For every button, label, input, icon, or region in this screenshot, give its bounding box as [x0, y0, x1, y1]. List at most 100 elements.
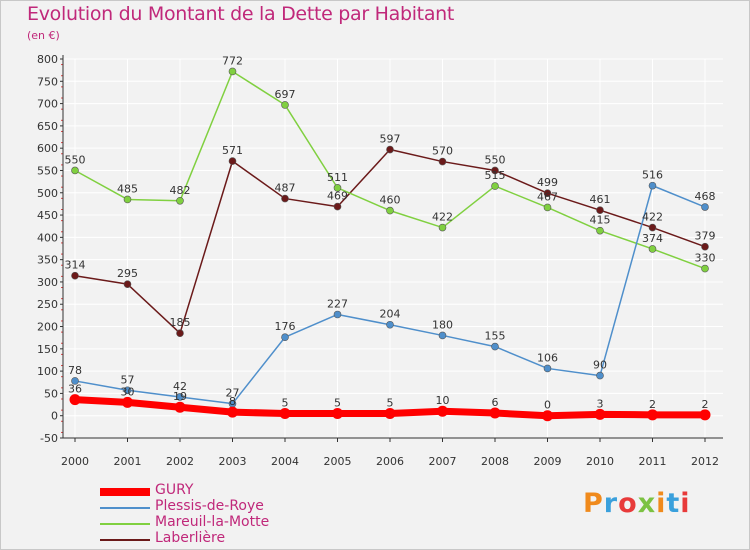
series-gury	[69, 394, 711, 422]
data-point	[227, 406, 238, 418]
data-label: 597	[380, 133, 401, 146]
y-tick-label: 800	[37, 53, 58, 66]
series-mareuil-la-motte	[71, 67, 709, 273]
data-label: 379	[695, 230, 716, 243]
data-label: 467	[537, 190, 558, 203]
data-label: 374	[642, 232, 663, 245]
y-tick-label: 250	[37, 298, 58, 311]
data-label: 468	[695, 190, 716, 203]
y-tick-label: 500	[37, 187, 58, 200]
legend-label: Mareuil-la-Motte	[155, 514, 270, 530]
data-label: 550	[485, 153, 506, 166]
data-label: 19	[173, 390, 187, 403]
x-tick-label: 2009	[534, 455, 562, 468]
data-label: 511	[327, 171, 348, 184]
data-label: 180	[432, 318, 453, 331]
data-label: 469	[327, 190, 348, 203]
series-laberli-re	[71, 145, 709, 338]
data-point	[281, 333, 289, 342]
data-label: 499	[537, 176, 558, 189]
data-point	[701, 264, 709, 273]
x-tick-label: 2006	[376, 455, 404, 468]
data-point	[491, 182, 499, 190]
x-tick-label: 2010	[586, 455, 614, 468]
data-label: 330	[695, 252, 716, 265]
data-point	[123, 195, 132, 204]
axis-layer: -500501001502002503003504004505005506006…	[37, 53, 723, 468]
series-plessis-de-roye	[71, 181, 709, 408]
x-tick-label: 2011	[639, 455, 667, 468]
data-point	[596, 226, 604, 235]
data-label: 571	[222, 144, 243, 157]
x-tick-label: 2012	[691, 455, 719, 468]
data-label: 485	[117, 182, 138, 195]
data-point	[71, 271, 79, 280]
y-tick-label: 400	[37, 231, 58, 244]
data-label: 772	[222, 54, 243, 67]
data-label: 515	[485, 169, 506, 182]
data-point	[122, 396, 133, 408]
data-label: 106	[537, 351, 558, 364]
data-point	[386, 145, 394, 154]
chart-title: Evolution du Montant de la Dette par Hab…	[27, 3, 455, 25]
data-point	[333, 202, 342, 211]
grid-layer	[63, 58, 723, 439]
data-point	[279, 407, 291, 419]
series-layer	[69, 67, 711, 422]
data-point	[491, 342, 499, 351]
data-point	[543, 364, 552, 373]
x-tick-label: 2001	[114, 455, 142, 468]
data-label: 550	[65, 153, 86, 166]
x-tick-label: 2002	[166, 455, 194, 468]
data-point	[123, 280, 132, 288]
data-label: 2	[649, 398, 656, 411]
data-label: 30	[121, 385, 135, 398]
data-label: 570	[432, 145, 453, 158]
data-label: 422	[642, 211, 663, 224]
x-tick-label: 2007	[429, 455, 457, 468]
data-point	[386, 320, 394, 329]
data-point	[596, 371, 604, 380]
data-point	[489, 407, 501, 419]
y-tick-label: 700	[37, 98, 58, 111]
data-point	[176, 196, 184, 205]
data-label: 36	[68, 383, 82, 396]
data-label: 461	[590, 193, 611, 206]
y-tick-label: 600	[37, 142, 58, 155]
data-label: 90	[593, 359, 607, 372]
legend-label: Laberlière	[155, 530, 226, 546]
data-label: 42	[173, 380, 187, 393]
data-label: 5	[334, 396, 341, 409]
data-label: 27	[226, 387, 240, 400]
data-point	[542, 410, 553, 422]
data-point	[647, 409, 658, 421]
data-point	[332, 407, 343, 419]
y-tick-label: 450	[37, 209, 58, 222]
data-label: 78	[68, 364, 82, 377]
data-point	[71, 377, 79, 385]
data-label: 155	[485, 330, 506, 343]
data-label: 5	[387, 396, 394, 409]
chart-subtitle: (en €)	[27, 29, 60, 42]
x-tick-label: 2003	[219, 455, 247, 468]
legend-label: Plessis-de-Roye	[155, 498, 264, 514]
y-tick-label: 150	[37, 343, 58, 356]
data-label-layer: 3142951855714874695975705504994614223795…	[65, 54, 716, 411]
data-point	[228, 157, 237, 165]
data-point	[594, 408, 606, 420]
data-label: 8	[229, 395, 236, 408]
data-point	[228, 67, 237, 76]
data-point	[384, 407, 396, 419]
data-label: 227	[327, 297, 348, 310]
y-tick-label: 50	[44, 387, 58, 400]
data-point	[438, 331, 447, 340]
data-label: 516	[642, 169, 663, 182]
legend-label: GURY	[155, 482, 194, 498]
y-tick-label: 300	[37, 276, 58, 289]
data-label: 482	[170, 184, 191, 197]
data-point	[71, 166, 79, 175]
data-label: 422	[432, 211, 453, 224]
data-point	[437, 405, 448, 417]
